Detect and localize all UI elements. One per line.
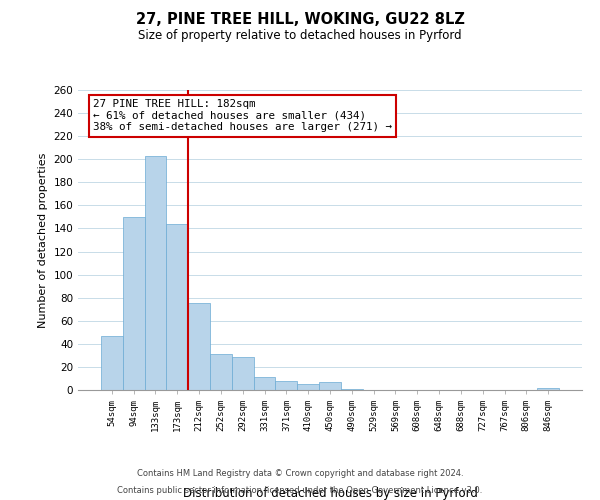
Bar [145,156,166,390]
Bar [537,388,559,390]
Bar [123,217,145,390]
Bar [275,381,297,390]
Bar [232,356,254,390]
Text: Contains HM Land Registry data © Crown copyright and database right 2024.: Contains HM Land Registry data © Crown c… [137,468,463,477]
X-axis label: Distribution of detached houses by size in Pyrford: Distribution of detached houses by size … [182,487,478,500]
Text: Size of property relative to detached houses in Pyrford: Size of property relative to detached ho… [138,29,462,42]
Bar [319,382,341,390]
Bar [341,389,363,390]
Bar [297,384,319,390]
Y-axis label: Number of detached properties: Number of detached properties [38,152,48,328]
Bar [101,336,123,390]
Bar [166,224,188,390]
Text: 27, PINE TREE HILL, WOKING, GU22 8LZ: 27, PINE TREE HILL, WOKING, GU22 8LZ [136,12,464,28]
Bar [188,304,210,390]
Bar [210,354,232,390]
Text: Contains public sector information licensed under the Open Government Licence v3: Contains public sector information licen… [118,486,482,495]
Bar [254,378,275,390]
Text: 27 PINE TREE HILL: 182sqm
← 61% of detached houses are smaller (434)
38% of semi: 27 PINE TREE HILL: 182sqm ← 61% of detac… [93,99,392,132]
